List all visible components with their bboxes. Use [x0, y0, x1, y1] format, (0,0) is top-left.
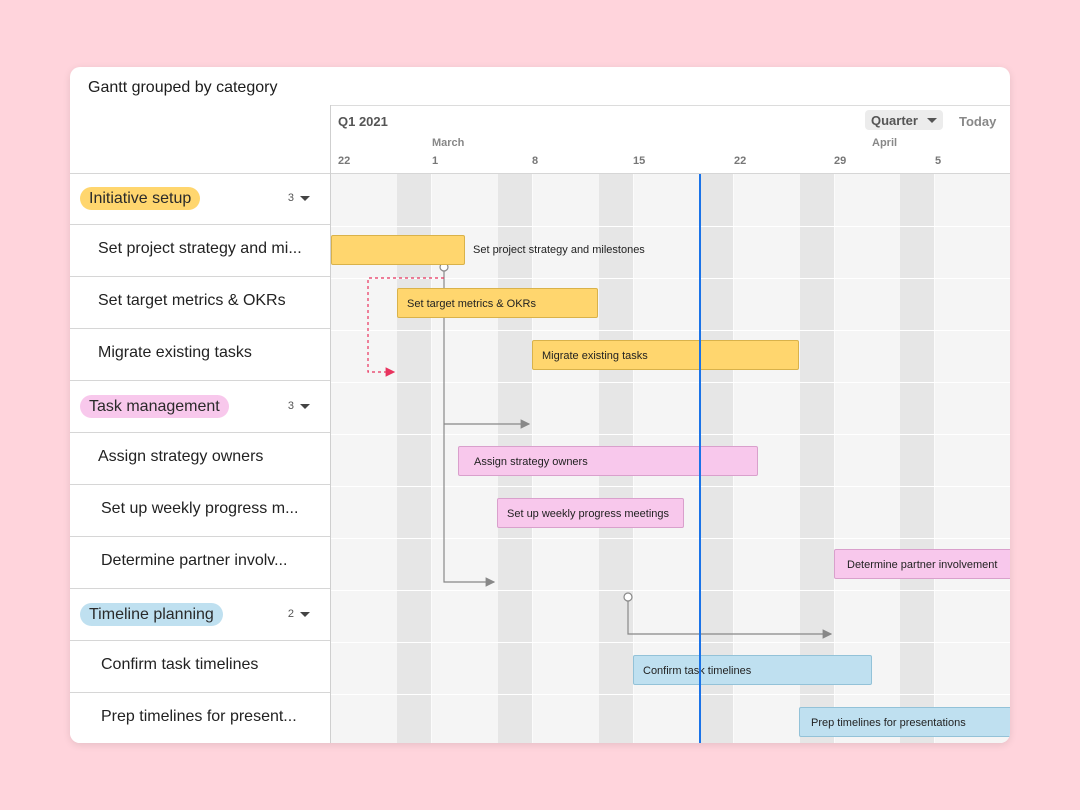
timeline-grid: Set project strategy and milestones Set …	[331, 174, 1010, 743]
today-button[interactable]: Today	[959, 114, 997, 129]
chevron-down-icon[interactable]	[300, 404, 310, 409]
task-bar[interactable]: Confirm task timelines	[633, 655, 872, 685]
task-list-column: Initiative setup 3 Set project strategy …	[70, 105, 331, 743]
task-bar[interactable]	[331, 235, 465, 265]
task-row[interactable]: Migrate existing tasks	[70, 329, 330, 381]
date-tick: 22	[734, 155, 747, 167]
month-label: March	[432, 137, 465, 149]
row-divider	[331, 694, 1010, 695]
task-bar[interactable]: Migrate existing tasks	[532, 340, 799, 370]
task-bar-label: Set project strategy and milestones	[473, 244, 645, 256]
task-row[interactable]: Set target metrics & OKRs	[70, 277, 330, 329]
task-label: Set project strategy and mi...	[98, 240, 302, 257]
task-row[interactable]: Determine partner involv...	[70, 537, 330, 589]
group-pill: Timeline planning	[80, 603, 223, 626]
task-row[interactable]: Set up weekly progress m...	[70, 485, 330, 537]
week-line	[834, 174, 835, 743]
date-tick: 29	[834, 155, 847, 167]
task-list-header	[70, 105, 330, 174]
chevron-down-icon	[927, 118, 937, 123]
date-tick: 15	[633, 155, 646, 167]
task-row[interactable]: Set project strategy and mi...	[70, 225, 330, 277]
quarter-label: Q1 2021	[338, 114, 388, 129]
task-label: Determine partner involv...	[101, 552, 288, 569]
task-label: Prep timelines for present...	[101, 708, 297, 725]
row-divider	[331, 278, 1010, 279]
task-label: Set target metrics & OKRs	[98, 292, 286, 309]
zoom-select[interactable]: Quarter	[865, 110, 943, 130]
group-row-timeline-planning[interactable]: Timeline planning 2	[70, 589, 330, 641]
task-row[interactable]: Prep timelines for present...	[70, 693, 330, 743]
task-label: Confirm task timelines	[101, 656, 259, 673]
weekend-shade	[397, 174, 431, 743]
zoom-label: Quarter	[871, 113, 918, 128]
weekend-shade	[800, 174, 834, 743]
row-divider	[331, 382, 1010, 383]
group-pill: Initiative setup	[80, 187, 201, 210]
row-divider	[331, 330, 1010, 331]
week-line	[431, 174, 432, 743]
card-title: Gantt grouped by category	[88, 79, 278, 96]
group-count: 3	[287, 192, 294, 204]
row-divider	[331, 226, 1010, 227]
task-row[interactable]: Assign strategy owners	[70, 433, 330, 485]
date-tick: 22	[338, 155, 351, 167]
task-bar[interactable]: Set up weekly progress meetings	[497, 498, 684, 528]
group-count: 2	[287, 608, 294, 620]
divider	[70, 105, 1010, 106]
weekend-shade	[900, 174, 934, 743]
task-label: Migrate existing tasks	[98, 344, 252, 361]
date-tick: 8	[532, 155, 539, 167]
month-label: April	[872, 137, 898, 149]
row-divider	[331, 590, 1010, 591]
chevron-down-icon[interactable]	[300, 612, 310, 617]
group-count: 3	[287, 400, 294, 412]
gantt-card: Gantt grouped by category Initiative set…	[70, 67, 1010, 743]
group-pill: Task management	[80, 395, 229, 418]
date-tick: 1	[432, 155, 439, 167]
task-bar[interactable]: Prep timelines for presentations	[799, 707, 1010, 737]
task-bar[interactable]: Assign strategy owners	[458, 446, 758, 476]
date-tick: 5	[935, 155, 942, 167]
dependency-lines	[367, 262, 833, 639]
week-line	[934, 174, 935, 743]
task-bar[interactable]: Set target metrics & OKRs	[397, 288, 598, 318]
group-row-task-management[interactable]: Task management 3	[70, 381, 330, 433]
task-label: Set up weekly progress m...	[101, 500, 299, 517]
row-divider	[331, 538, 1010, 539]
row-divider	[331, 434, 1010, 435]
timeline-header: Q1 2021 March April 22 1 8 15 22 29 5 Qu…	[331, 106, 1010, 174]
today-marker	[699, 174, 701, 743]
task-label: Assign strategy owners	[98, 448, 264, 465]
task-row[interactable]: Confirm task timelines	[70, 641, 330, 693]
group-row-initiative-setup[interactable]: Initiative setup 3	[70, 173, 330, 225]
row-divider	[331, 642, 1010, 643]
chevron-down-icon[interactable]	[300, 196, 310, 201]
row-divider	[331, 486, 1010, 487]
task-bar[interactable]: Determine partner involvement	[834, 549, 1010, 579]
